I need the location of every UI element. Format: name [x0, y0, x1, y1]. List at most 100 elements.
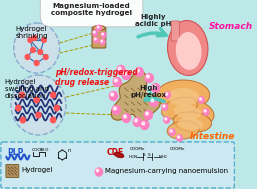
Ellipse shape [157, 80, 210, 110]
Ellipse shape [114, 152, 124, 158]
Circle shape [97, 26, 99, 28]
Circle shape [133, 118, 142, 126]
Circle shape [150, 98, 158, 106]
Text: Highly
acidic pH: Highly acidic pH [135, 14, 171, 27]
Text: O: O [39, 148, 43, 152]
Circle shape [20, 117, 25, 123]
Circle shape [43, 54, 48, 60]
Circle shape [34, 97, 39, 103]
Circle shape [199, 97, 204, 103]
Text: COOMe: COOMe [169, 147, 185, 151]
Circle shape [141, 121, 149, 129]
FancyBboxPatch shape [1, 142, 234, 188]
Text: Hydrogel
swelling and
dissociation: Hydrogel swelling and dissociation [5, 79, 49, 99]
Circle shape [124, 115, 126, 118]
Circle shape [111, 93, 114, 96]
Circle shape [164, 117, 170, 123]
Circle shape [20, 92, 24, 98]
Text: Hydrogel: Hydrogel [21, 167, 52, 173]
FancyArrowPatch shape [145, 93, 164, 102]
Text: High
pH/redox: High pH/redox [130, 85, 166, 98]
Circle shape [170, 130, 172, 132]
Circle shape [51, 117, 56, 123]
Circle shape [94, 31, 95, 33]
Circle shape [169, 129, 175, 135]
Circle shape [94, 37, 99, 43]
Circle shape [28, 37, 32, 43]
Circle shape [109, 91, 118, 101]
Circle shape [100, 39, 105, 45]
Text: pH/redox-triggered
drug release: pH/redox-triggered drug release [55, 68, 138, 87]
Circle shape [14, 23, 60, 73]
Circle shape [166, 93, 168, 95]
Text: Magnesium-carrying nanoemulsion: Magnesium-carrying nanoemulsion [105, 168, 228, 174]
Circle shape [146, 112, 148, 115]
Circle shape [112, 105, 121, 115]
Text: S: S [143, 153, 145, 157]
Circle shape [96, 169, 99, 172]
Circle shape [101, 32, 106, 38]
Ellipse shape [167, 88, 199, 106]
Circle shape [93, 30, 98, 36]
Circle shape [114, 107, 116, 110]
Ellipse shape [168, 21, 208, 75]
Text: COOH: COOH [32, 148, 45, 152]
Circle shape [113, 77, 121, 87]
Circle shape [118, 67, 121, 70]
Circle shape [95, 168, 103, 176]
Circle shape [102, 33, 104, 35]
Ellipse shape [178, 118, 203, 130]
Circle shape [142, 122, 145, 125]
FancyArrowPatch shape [138, 29, 166, 37]
Circle shape [38, 50, 43, 54]
Circle shape [95, 38, 96, 40]
Circle shape [146, 75, 149, 78]
Circle shape [135, 67, 143, 77]
Circle shape [135, 119, 137, 122]
Text: Hydrogel
shrinking: Hydrogel shrinking [16, 26, 48, 39]
Text: S: S [148, 153, 150, 157]
Ellipse shape [174, 105, 201, 119]
Text: O: O [45, 148, 48, 152]
Circle shape [199, 98, 201, 100]
Circle shape [177, 135, 182, 141]
Circle shape [124, 72, 126, 75]
FancyBboxPatch shape [6, 164, 19, 177]
Circle shape [136, 69, 139, 72]
Circle shape [122, 114, 131, 122]
Circle shape [16, 105, 21, 111]
Polygon shape [111, 71, 160, 122]
Circle shape [36, 112, 41, 118]
Circle shape [114, 79, 117, 82]
Circle shape [54, 105, 59, 111]
Circle shape [203, 109, 209, 115]
Text: PLP: PLP [7, 148, 24, 157]
Circle shape [25, 54, 30, 60]
Circle shape [152, 84, 160, 92]
Circle shape [162, 104, 168, 110]
Circle shape [151, 99, 154, 102]
Text: Stomach: Stomach [209, 22, 253, 31]
Circle shape [101, 40, 103, 42]
Circle shape [42, 37, 46, 43]
Ellipse shape [173, 112, 212, 132]
FancyBboxPatch shape [171, 21, 179, 41]
Circle shape [144, 111, 152, 119]
Text: $\rm H_2N$: $\rm H_2N$ [128, 153, 138, 161]
Circle shape [165, 92, 170, 98]
Circle shape [204, 110, 206, 112]
Circle shape [122, 70, 131, 80]
Text: Magnesium-loaded
composite hydrogel: Magnesium-loaded composite hydrogel [51, 3, 132, 16]
Ellipse shape [93, 26, 105, 30]
Ellipse shape [176, 32, 201, 70]
Circle shape [96, 25, 102, 31]
Circle shape [145, 74, 153, 83]
Text: Intestine: Intestine [190, 132, 235, 141]
Text: $\rm NH_2$: $\rm NH_2$ [158, 153, 167, 161]
FancyBboxPatch shape [92, 26, 106, 48]
Circle shape [165, 118, 167, 120]
Circle shape [34, 60, 39, 66]
Circle shape [117, 66, 125, 74]
Circle shape [163, 105, 165, 107]
Text: COOMe: COOMe [130, 147, 145, 151]
